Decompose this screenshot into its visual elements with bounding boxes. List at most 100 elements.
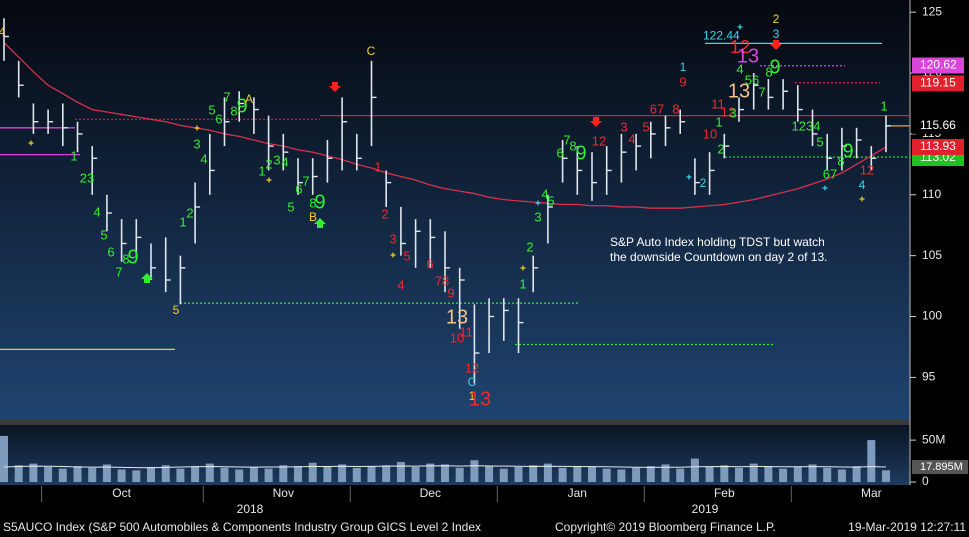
price-label-box	[912, 57, 964, 74]
volume-bar	[852, 466, 861, 483]
count-label: 4	[859, 178, 866, 192]
volume-bar	[779, 468, 788, 483]
count-label: 8	[569, 138, 576, 153]
volume-bar	[323, 466, 332, 483]
volume-bar	[558, 467, 567, 483]
moving-average	[3, 42, 887, 209]
volume-bar	[308, 462, 317, 483]
price-label: 115.66	[920, 118, 956, 132]
count-label: C	[468, 375, 477, 389]
sell-arrow	[329, 82, 341, 92]
count-label: C	[367, 44, 376, 58]
count-label: 12	[860, 162, 874, 177]
count-label: 5	[547, 193, 554, 208]
volume-bar	[705, 466, 714, 483]
count-label: 9	[314, 191, 325, 213]
count-label: 8	[672, 101, 679, 116]
count-label: 4	[281, 154, 288, 169]
count-label: 9	[769, 56, 780, 78]
volume-bar	[470, 460, 479, 483]
volume-bar	[191, 466, 200, 483]
volume-bar	[294, 466, 302, 483]
count-label: 9	[679, 74, 686, 89]
volume-bar	[602, 468, 611, 483]
count-label: 7	[758, 84, 765, 99]
count-label: 1	[70, 148, 77, 163]
volume-bar	[205, 463, 214, 483]
volume-bar	[529, 465, 538, 483]
y-tick-label: 125	[922, 4, 942, 18]
count-label: 2	[773, 12, 780, 26]
count-label: 6	[556, 145, 563, 160]
count-label: 4	[0, 25, 6, 39]
volume-bar	[676, 468, 685, 483]
volume-bar	[867, 440, 876, 483]
volume-bar	[823, 467, 832, 483]
volume-bar	[235, 469, 244, 483]
x-tick-label: Feb	[714, 486, 735, 500]
count-label: 5	[816, 134, 823, 149]
volume-ma-label: 17.895M	[920, 461, 963, 473]
volume-bar	[44, 466, 53, 483]
volume-bar	[485, 466, 494, 483]
count-label: 9	[842, 140, 853, 162]
count-label: 12	[592, 133, 606, 148]
count-label: 11	[711, 96, 725, 111]
count-label: 7	[563, 132, 570, 147]
count-label: 2	[700, 176, 707, 190]
x-tick-label: Dec	[420, 486, 441, 500]
volume-bar	[588, 466, 596, 483]
year-label: 2019	[692, 502, 719, 516]
count-label: 10	[703, 126, 717, 141]
annotation: S&P Auto Index holding TDST but watch	[610, 235, 825, 249]
count-label: 8	[765, 64, 772, 79]
volume-bar	[279, 465, 288, 483]
count-label: 8	[122, 251, 129, 266]
volume-bar	[88, 467, 97, 483]
count-label: 13	[728, 80, 750, 102]
plus-marker	[686, 174, 692, 180]
count-label: 11	[459, 324, 473, 339]
sell-arrow	[770, 40, 782, 50]
count-label: 4	[736, 61, 743, 76]
count-label: 4	[200, 151, 207, 166]
count-label: 4	[541, 186, 548, 201]
volume-tick-label: 50M	[922, 432, 945, 446]
count-label: B	[309, 210, 317, 224]
count-label: 1	[258, 163, 265, 178]
x-tick-label: Mar	[861, 486, 882, 500]
x-tick-label: Nov	[273, 486, 294, 500]
volume-bar	[338, 464, 347, 483]
count-label: 7	[302, 173, 309, 188]
count-label: 3	[389, 231, 396, 246]
volume-bar	[147, 466, 155, 483]
count-label: 6	[215, 111, 222, 126]
volume-bar	[132, 470, 141, 483]
count-label: 2	[186, 205, 193, 220]
volume-bar	[735, 467, 743, 483]
count-label: 1	[179, 214, 186, 229]
count-label: 10	[450, 330, 464, 345]
count-label: 12	[465, 360, 479, 375]
price-label: 113.93	[920, 139, 956, 153]
count-label: 12	[730, 37, 750, 57]
volume-ma	[3, 465, 887, 469]
level-label: 122.44	[703, 29, 740, 43]
price-label: 119.15	[920, 76, 956, 90]
x-tick-label: Oct	[112, 486, 131, 500]
plus-marker	[859, 196, 865, 202]
volume-bar	[29, 463, 38, 483]
y-tick-label: 95	[922, 370, 936, 384]
annotation: the downside Countdown on day 2 of 13.	[610, 250, 828, 264]
y-tick-label: 100	[922, 309, 942, 323]
count-label: 5	[403, 248, 410, 263]
plus-marker	[390, 252, 396, 258]
plus-marker	[266, 177, 272, 183]
count-label: 5	[173, 303, 180, 317]
volume-bar	[573, 466, 582, 483]
count-label: 13	[469, 388, 491, 410]
count-label: 3	[773, 27, 780, 41]
count-label: 5	[287, 199, 294, 214]
count-label: 1	[469, 389, 476, 403]
